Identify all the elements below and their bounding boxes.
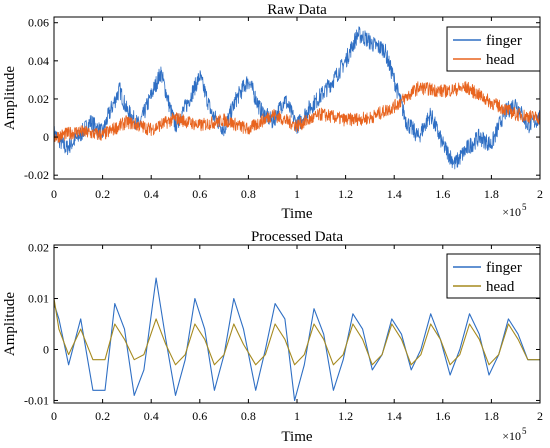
y-axis-label: Amplitude — [2, 66, 18, 131]
x-tick-label: 0.6 — [192, 187, 207, 201]
series-group — [54, 26, 540, 170]
series-line-head — [54, 298, 540, 366]
x-tick-label: 0.2 — [95, 187, 110, 201]
legend-label-finger: finger — [486, 33, 522, 49]
series-line-head — [54, 81, 540, 143]
x-tick-label: 0.6 — [192, 409, 207, 423]
x-multiplier-exponent: 5 — [522, 202, 527, 212]
series-group — [54, 277, 540, 402]
x-tick-label: 1.8 — [484, 187, 499, 201]
legend-box — [446, 26, 541, 72]
x-tick-label: 2 — [537, 187, 543, 201]
x-tick-label: 1.4 — [387, 187, 402, 201]
x-tick-label: 0.2 — [95, 409, 110, 423]
x-tick-label: 0 — [51, 187, 57, 201]
x-axis-label: Time — [281, 429, 312, 445]
x-tick-label: 1 — [294, 409, 300, 423]
y-axis-label: Amplitude — [2, 292, 18, 357]
x-tick-label: 0.8 — [241, 409, 256, 423]
legend-label-head: head — [486, 279, 515, 295]
y-tick-label: 0 — [43, 342, 49, 356]
x-tick-label: 1.4 — [387, 409, 402, 423]
series-line-finger — [54, 277, 540, 402]
y-tick-label: -0.02 — [24, 168, 49, 182]
x-multiplier-exponent: 5 — [522, 426, 527, 436]
y-tick-label: 0.04 — [28, 54, 49, 68]
x-tick-label: 1 — [294, 187, 300, 201]
legend-label-head: head — [486, 52, 515, 68]
x-tick-label: 1.2 — [338, 187, 353, 201]
legend-label-finger: finger — [486, 260, 522, 276]
chart-panel-2: 0 0.2 0.4 0.6 0.8 1 1.2 1.4 1.6 1.8 2-0.0100.010.0… — [2, 229, 543, 445]
x-tick-label: 1.2 — [338, 409, 353, 423]
x-tick-label: 0 — [51, 409, 57, 423]
chart-title: Raw Data — [267, 2, 327, 18]
y-tick-label: 0 — [43, 130, 49, 144]
x-tick-label: 1.6 — [435, 187, 450, 201]
y-tick-label: 0.06 — [28, 16, 49, 30]
y-tick-label: 0.02 — [28, 92, 49, 106]
legend-box — [446, 253, 541, 299]
x-tick-label: 1.8 — [484, 409, 499, 423]
x-tick-label: 0.4 — [144, 187, 159, 201]
y-tick-label: 0.02 — [28, 241, 49, 255]
x-tick-label: 1.6 — [435, 409, 450, 423]
y-tick-label: -0.01 — [24, 393, 49, 407]
x-axis-label: Time — [281, 206, 312, 222]
x-multiplier-label: ×10 — [502, 429, 521, 443]
legend: finger head — [446, 253, 541, 299]
legend: finger head — [446, 26, 541, 72]
x-multiplier-label: ×10 — [502, 205, 521, 219]
y-tick-label: 0.01 — [28, 292, 49, 306]
chart-panel-1: 0 0.2 0.4 0.6 0.8 1 1.2 1.4 1.6 1.8 2-0.0200.020.0… — [2, 2, 543, 222]
x-tick-label: 2 — [537, 409, 543, 423]
x-tick-label: 0.8 — [241, 187, 256, 201]
chart-title: Processed Data — [251, 229, 343, 245]
x-tick-label: 0.4 — [144, 409, 159, 423]
